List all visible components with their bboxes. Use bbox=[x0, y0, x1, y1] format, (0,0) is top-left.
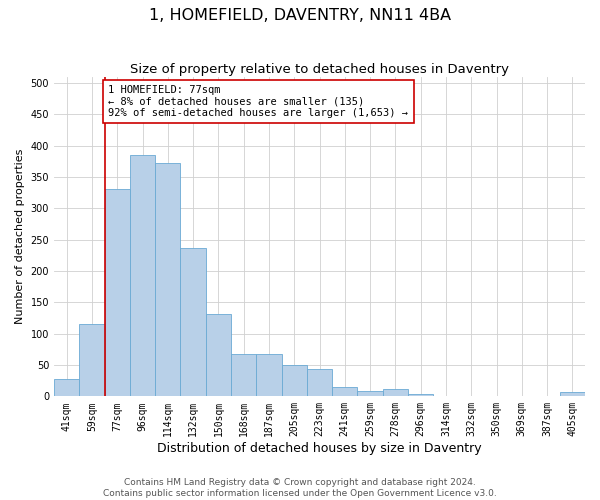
Y-axis label: Number of detached properties: Number of detached properties bbox=[15, 149, 25, 324]
Title: Size of property relative to detached houses in Daventry: Size of property relative to detached ho… bbox=[130, 62, 509, 76]
Bar bbox=[206, 314, 231, 396]
Bar bbox=[332, 387, 358, 396]
Text: 1 HOMEFIELD: 77sqm
← 8% of detached houses are smaller (135)
92% of semi-detache: 1 HOMEFIELD: 77sqm ← 8% of detached hous… bbox=[109, 85, 409, 118]
Bar bbox=[155, 162, 181, 396]
Bar bbox=[79, 324, 104, 396]
Bar bbox=[307, 370, 332, 396]
Bar bbox=[231, 354, 256, 397]
Bar bbox=[358, 390, 383, 396]
Bar bbox=[54, 380, 79, 396]
Bar bbox=[104, 190, 130, 396]
Bar bbox=[408, 394, 433, 396]
Text: Contains HM Land Registry data © Crown copyright and database right 2024.
Contai: Contains HM Land Registry data © Crown c… bbox=[103, 478, 497, 498]
Bar bbox=[256, 354, 281, 397]
Bar bbox=[130, 155, 155, 396]
Bar bbox=[383, 390, 408, 396]
Bar bbox=[560, 392, 585, 396]
Bar bbox=[281, 365, 307, 396]
Text: 1, HOMEFIELD, DAVENTRY, NN11 4BA: 1, HOMEFIELD, DAVENTRY, NN11 4BA bbox=[149, 8, 451, 22]
X-axis label: Distribution of detached houses by size in Daventry: Distribution of detached houses by size … bbox=[157, 442, 482, 455]
Bar bbox=[181, 248, 206, 396]
